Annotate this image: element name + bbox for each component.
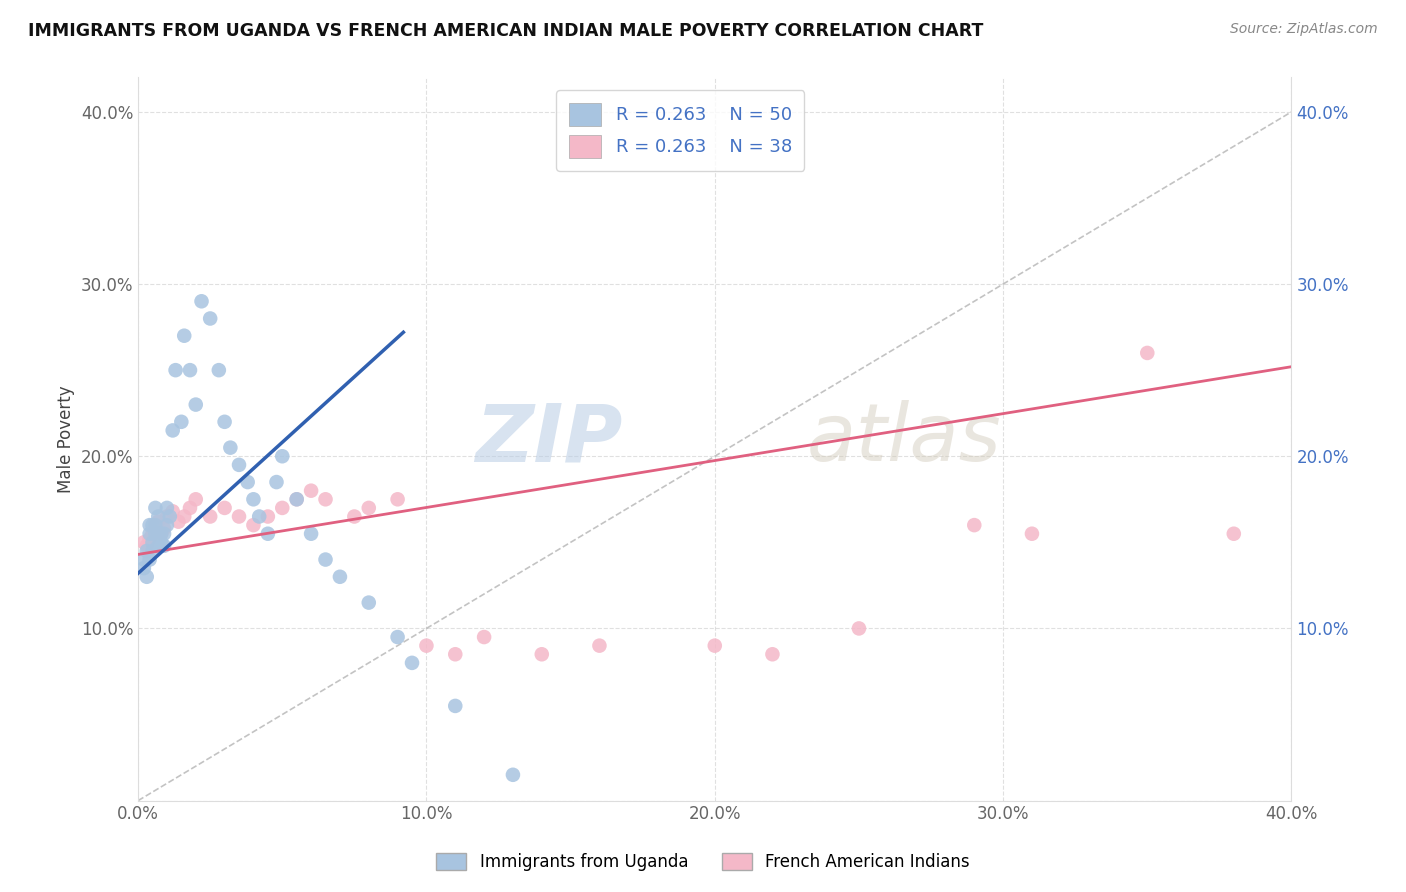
Point <box>141 535 163 549</box>
Point <box>415 639 437 653</box>
Point <box>247 509 270 524</box>
Text: atlas: atlas <box>807 400 1002 478</box>
Point <box>236 475 259 489</box>
Y-axis label: Male Poverty: Male Poverty <box>58 385 75 493</box>
Point <box>132 561 155 575</box>
Point <box>228 509 250 524</box>
Point <box>150 526 173 541</box>
Point <box>963 518 986 533</box>
Point <box>242 492 264 507</box>
Point <box>153 539 176 553</box>
Point <box>135 570 157 584</box>
Point <box>219 441 242 455</box>
Point <box>173 509 195 524</box>
Point <box>145 526 167 541</box>
Point <box>357 500 380 515</box>
Point <box>170 415 193 429</box>
Point <box>156 509 179 524</box>
Point <box>530 647 553 661</box>
Point <box>329 570 352 584</box>
Point <box>132 535 155 549</box>
Point <box>257 509 280 524</box>
Point <box>153 522 176 536</box>
Point <box>150 535 173 549</box>
Point <box>266 475 288 489</box>
Legend: Immigrants from Uganda, French American Indians: Immigrants from Uganda, French American … <box>427 845 979 880</box>
Point <box>228 458 250 472</box>
Point <box>150 526 173 541</box>
Point <box>145 518 167 533</box>
Legend: R = 0.263    N = 50, R = 0.263    N = 38: R = 0.263 N = 50, R = 0.263 N = 38 <box>555 90 804 170</box>
Point <box>141 518 163 533</box>
Point <box>444 647 467 661</box>
Point <box>148 526 170 541</box>
Point <box>138 518 160 533</box>
Point <box>257 526 280 541</box>
Point <box>502 768 524 782</box>
Point <box>285 492 308 507</box>
Point <box>138 526 160 541</box>
Point <box>135 539 157 553</box>
Point <box>315 552 337 566</box>
Point <box>271 500 294 515</box>
Point <box>153 526 176 541</box>
Point <box>387 630 409 644</box>
Point <box>761 647 783 661</box>
Point <box>242 518 264 533</box>
Point <box>285 492 308 507</box>
Point <box>148 515 170 529</box>
Point <box>190 294 212 309</box>
Point <box>214 500 236 515</box>
Point <box>156 518 179 533</box>
Point <box>159 509 181 524</box>
Point <box>141 526 163 541</box>
Point <box>315 492 337 507</box>
Point <box>138 552 160 566</box>
Point <box>444 698 467 713</box>
Point <box>271 449 294 463</box>
Point <box>401 656 423 670</box>
Point <box>179 363 201 377</box>
Point <box>132 552 155 566</box>
Text: IMMIGRANTS FROM UGANDA VS FRENCH AMERICAN INDIAN MALE POVERTY CORRELATION CHART: IMMIGRANTS FROM UGANDA VS FRENCH AMERICA… <box>28 22 983 40</box>
Point <box>167 515 190 529</box>
Point <box>387 492 409 507</box>
Point <box>173 328 195 343</box>
Point <box>162 504 184 518</box>
Point <box>1136 346 1159 360</box>
Point <box>472 630 495 644</box>
Text: Source: ZipAtlas.com: Source: ZipAtlas.com <box>1230 22 1378 37</box>
Point <box>156 500 179 515</box>
Point <box>299 526 322 541</box>
Point <box>1021 526 1043 541</box>
Point <box>145 500 167 515</box>
Point <box>148 509 170 524</box>
Point <box>343 509 366 524</box>
Point <box>214 415 236 429</box>
Point <box>179 500 201 515</box>
Text: ZIP: ZIP <box>475 400 623 478</box>
Point <box>357 596 380 610</box>
Point <box>198 311 221 326</box>
Point <box>145 518 167 533</box>
Point <box>138 532 160 546</box>
Point <box>588 639 610 653</box>
Point <box>135 544 157 558</box>
Point <box>703 639 725 653</box>
Point <box>162 424 184 438</box>
Point <box>165 363 187 377</box>
Point <box>208 363 231 377</box>
Point <box>184 492 207 507</box>
Point <box>148 539 170 553</box>
Point <box>184 398 207 412</box>
Point <box>198 509 221 524</box>
Point <box>299 483 322 498</box>
Point <box>141 544 163 558</box>
Point <box>848 622 870 636</box>
Point <box>1223 526 1246 541</box>
